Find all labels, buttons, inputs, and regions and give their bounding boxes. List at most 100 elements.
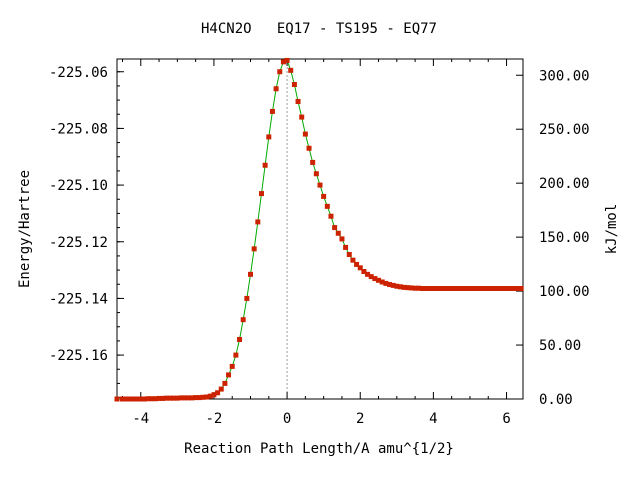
- data-point: [178, 395, 184, 401]
- data-point: [288, 67, 294, 73]
- data-point: [372, 276, 378, 282]
- data-point: [207, 393, 213, 399]
- data-point: [291, 82, 297, 87]
- data-point: [408, 285, 414, 291]
- data-point: [449, 286, 455, 291]
- data-point: [416, 285, 422, 291]
- left-y-tick-label: -225.10: [49, 178, 108, 194]
- data-point: [383, 280, 389, 286]
- left-y-tick-label: -225.14: [49, 291, 108, 307]
- data-point: [313, 171, 319, 177]
- left-y-tick-label: -225.08: [49, 121, 108, 137]
- data-point: [350, 257, 356, 263]
- data-point: [467, 286, 473, 291]
- data-point: [277, 69, 283, 75]
- data-point: [306, 145, 312, 151]
- data-point: [496, 286, 502, 291]
- data-point: [485, 286, 491, 291]
- data-point: [196, 395, 202, 401]
- data-point: [248, 271, 254, 277]
- data-point: [134, 396, 140, 402]
- data-point: [504, 286, 510, 291]
- data-point: [302, 131, 308, 137]
- data-point: [156, 395, 162, 401]
- data-point: [419, 286, 425, 291]
- data-point: [434, 286, 440, 291]
- data-point: [335, 230, 341, 236]
- x-tick-label: -2: [205, 411, 222, 427]
- data-point: [258, 191, 264, 197]
- data-point: [445, 286, 451, 291]
- data-point: [427, 286, 433, 291]
- x-tick-label: 4: [429, 411, 437, 427]
- data-point: [430, 286, 436, 291]
- x-axis-label: Reaction Path Length/A amu^{1/2}: [184, 441, 454, 457]
- data-point: [346, 252, 352, 257]
- data-point: [452, 286, 458, 291]
- data-point: [255, 219, 261, 225]
- data-point: [262, 162, 268, 168]
- data-point: [171, 395, 177, 401]
- data-point: [361, 269, 367, 274]
- data-point: [365, 271, 371, 277]
- data-point: [163, 395, 169, 401]
- left-y-tick-label: -225.12: [49, 235, 108, 251]
- data-point: [511, 286, 517, 291]
- data-point: [357, 265, 363, 271]
- data-point: [240, 317, 246, 323]
- data-point: [500, 286, 506, 291]
- data-point: [229, 363, 235, 369]
- data-point: [423, 286, 429, 291]
- data-point: [193, 395, 199, 401]
- data-point: [493, 286, 499, 291]
- data-point: [182, 395, 188, 401]
- data-point: [185, 395, 191, 401]
- data-point: [269, 108, 275, 114]
- x-tick-label: 2: [356, 411, 364, 427]
- data-point: [138, 396, 144, 402]
- data-point: [379, 279, 385, 285]
- data-point: [482, 286, 488, 291]
- data-point: [119, 396, 125, 402]
- data-point: [284, 57, 290, 63]
- data-point: [368, 274, 374, 280]
- plot-frame: [116, 58, 524, 400]
- data-point: [299, 114, 305, 120]
- data-point: [515, 286, 521, 291]
- data-point: [130, 396, 136, 402]
- data-point: [233, 352, 239, 358]
- data-point: [460, 286, 466, 291]
- data-point: [145, 396, 151, 402]
- data-point: [310, 159, 316, 165]
- data-point: [317, 182, 323, 188]
- data-point: [328, 213, 334, 219]
- data-point: [438, 286, 444, 291]
- data-point: [456, 286, 462, 291]
- data-point: [149, 396, 155, 402]
- left-y-tick-label: -225.06: [49, 65, 108, 81]
- data-point: [478, 286, 484, 291]
- data-point: [218, 386, 224, 392]
- right-y-tick-label: 300.00: [539, 68, 590, 84]
- data-point: [339, 236, 345, 242]
- right-y-tick-label: 0.00: [539, 392, 573, 408]
- data-point: [127, 396, 133, 402]
- data-point: [401, 284, 407, 290]
- data-point: [204, 394, 210, 400]
- data-point: [295, 99, 301, 104]
- data-point: [394, 283, 400, 289]
- data-point: [390, 282, 396, 288]
- data-point: [397, 284, 403, 290]
- data-point: [160, 395, 166, 401]
- data-point: [507, 286, 513, 291]
- data-point: [343, 244, 349, 250]
- right-y-tick-labels: 300.00 250.00 200.00 150.00 100.00 50.00 0.00: [539, 68, 590, 408]
- data-point: [518, 286, 524, 291]
- data-point: [200, 394, 206, 400]
- x-tick-label: -4: [132, 411, 149, 427]
- data-point: [332, 225, 338, 231]
- data-point: [189, 395, 195, 401]
- data-point: [226, 372, 232, 378]
- data-point: [152, 396, 158, 402]
